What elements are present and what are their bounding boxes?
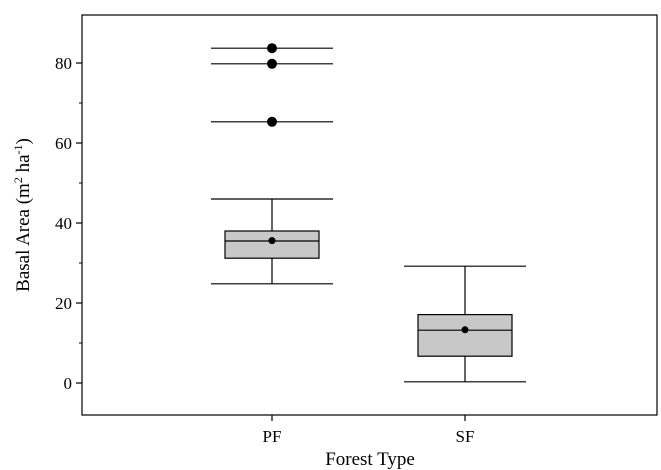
- y-axis-title: Basal Area (m2 ha-1): [11, 138, 34, 292]
- box-sf: [404, 265, 526, 383]
- outlier-point: [267, 43, 277, 54]
- iqr-box: [417, 314, 513, 357]
- y-tick-label: 40: [55, 214, 72, 233]
- outlier-point: [267, 116, 277, 127]
- x-tick-label: PF: [263, 427, 282, 446]
- y-axis: 0 20 40 60 80: [55, 54, 82, 393]
- mean-point: [268, 237, 276, 245]
- y-tick-label: 20: [55, 294, 72, 313]
- plot-frame: [81, 14, 658, 416]
- x-axis-title: Forest Type: [325, 449, 415, 470]
- y-tick-label: 80: [55, 54, 72, 73]
- mean-point: [461, 326, 469, 334]
- iqr-box: [224, 230, 320, 259]
- y-tick-label: 0: [64, 374, 73, 393]
- x-axis: PF SF: [263, 415, 475, 446]
- y-tick-label: 60: [55, 134, 72, 153]
- boxes: [211, 43, 526, 383]
- outlier-point: [267, 58, 277, 69]
- x-tick-label: SF: [456, 427, 475, 446]
- box-pf: [211, 43, 333, 285]
